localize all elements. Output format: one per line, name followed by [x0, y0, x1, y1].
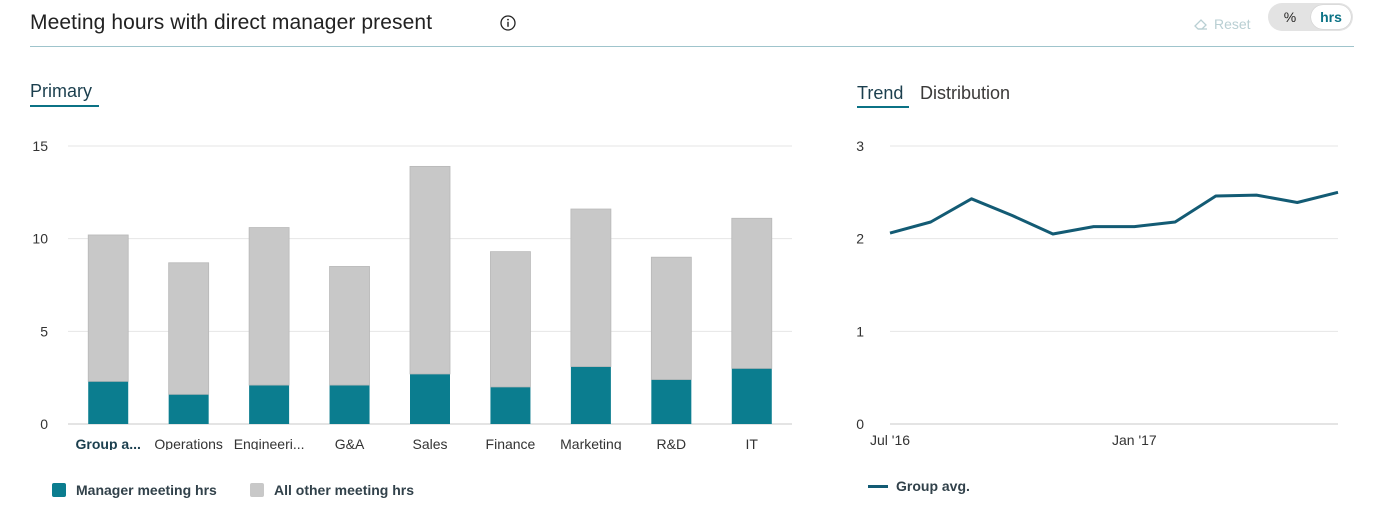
x-tick-label: Operations: [154, 436, 222, 450]
bar-manager: [731, 368, 772, 424]
legend-other-label: All other meeting hrs: [274, 482, 415, 498]
y-tick-label: 3: [856, 138, 864, 154]
tab-trend[interactable]: Trend: [857, 83, 904, 103]
header: Meeting hours with direct manager presen…: [30, 0, 1354, 47]
bar-chart: 0 5 10 15 Group a... Operations Engineeri... G&…: [32, 138, 792, 450]
eraser-icon: [1194, 19, 1207, 30]
bar-other: [168, 262, 210, 395]
y-tick-label: 2: [856, 231, 864, 247]
legend-manager-swatch: [52, 483, 66, 497]
x-tick-label: Marketing: [560, 436, 621, 450]
x-tick-label: Jul '16: [870, 432, 910, 448]
legend-manager-label: Manager meeting hrs: [76, 482, 217, 498]
toggle-hrs[interactable]: hrs: [1311, 5, 1351, 29]
bar-manager: [651, 379, 692, 424]
x-tick-label: Jan '17: [1112, 432, 1157, 448]
y-tick-label: 10: [32, 231, 48, 247]
x-tick-label: Group a...: [76, 436, 141, 450]
reset-label: Reset: [1214, 16, 1251, 32]
y-tick-label: 0: [40, 416, 48, 432]
x-tick-label: R&D: [657, 436, 687, 450]
bar-other: [87, 234, 129, 382]
legend-group-avg-label: Group avg.: [896, 478, 970, 494]
x-tick-label: IT: [746, 436, 759, 450]
legend-group-avg-swatch: [868, 484, 888, 488]
y-tick-label: 1: [856, 323, 864, 339]
x-tick-label: Engineeri...: [234, 436, 305, 450]
bar-other: [570, 208, 612, 367]
bar-other: [248, 227, 290, 386]
tab-primary-underline: [30, 105, 99, 107]
bar-other: [409, 165, 451, 375]
y-tick-label: 0: [856, 416, 864, 432]
tab-primary[interactable]: Primary: [30, 81, 92, 101]
bar-manager: [249, 385, 290, 424]
toggle-percent[interactable]: %: [1283, 9, 1297, 25]
bar-manager: [490, 386, 531, 424]
bar-manager: [88, 381, 129, 424]
legend-manager: Manager meeting hrs: [52, 482, 217, 498]
x-tick-label: Finance: [486, 436, 536, 450]
y-tick-label: 5: [40, 323, 48, 339]
tab-distribution[interactable]: Distribution: [920, 83, 1011, 103]
legend-group-avg: Group avg.: [868, 478, 970, 494]
legend-other: All other meeting hrs: [250, 482, 414, 498]
bar-manager: [168, 394, 209, 424]
info-icon[interactable]: [500, 15, 516, 31]
bar-other: [650, 256, 692, 380]
bar-manager: [329, 385, 370, 424]
legend-other-swatch: [250, 483, 264, 497]
reset-button[interactable]: Reset: [1193, 16, 1251, 32]
x-tick-label: G&A: [335, 436, 365, 450]
bar-other: [490, 251, 531, 388]
bar-manager: [410, 373, 450, 424]
bar-other: [731, 217, 773, 369]
bar-other: [329, 266, 370, 386]
y-tick-label: 15: [32, 138, 48, 154]
x-tick-label: Sales: [412, 436, 447, 450]
tab-trend-underline: [857, 106, 909, 108]
bar-manager: [570, 366, 611, 424]
unit-toggle[interactable]: % hrs: [1268, 3, 1353, 31]
trend-line: [889, 190, 1339, 236]
page-title: Meeting hours with direct manager presen…: [30, 11, 433, 34]
trend-line-chart: 0 1 2 3 Jul '16 Jan '17: [856, 138, 1339, 448]
